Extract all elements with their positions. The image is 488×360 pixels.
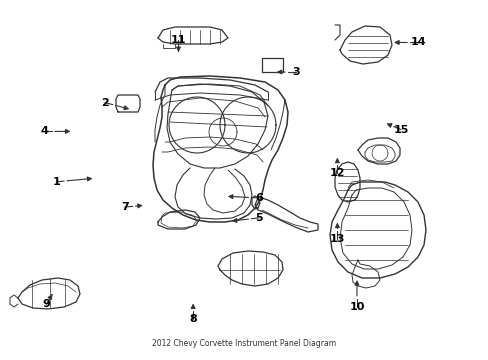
Text: 9: 9 [42, 299, 50, 309]
Text: 4: 4 [40, 126, 48, 136]
Text: 5: 5 [255, 213, 263, 223]
Text: 15: 15 [392, 125, 408, 135]
Text: 14: 14 [409, 37, 425, 48]
Text: 11: 11 [170, 35, 186, 45]
Text: 12: 12 [329, 168, 345, 178]
Text: 2012 Chevy Corvette Instrument Panel Diagram: 2012 Chevy Corvette Instrument Panel Dia… [152, 339, 335, 348]
Text: 3: 3 [291, 67, 299, 77]
Text: 2: 2 [101, 98, 109, 108]
Text: 6: 6 [255, 193, 263, 203]
Text: 1: 1 [52, 177, 60, 187]
Text: 7: 7 [121, 202, 128, 212]
Text: 8: 8 [189, 314, 197, 324]
Text: 13: 13 [329, 234, 345, 244]
Text: 10: 10 [348, 302, 364, 312]
